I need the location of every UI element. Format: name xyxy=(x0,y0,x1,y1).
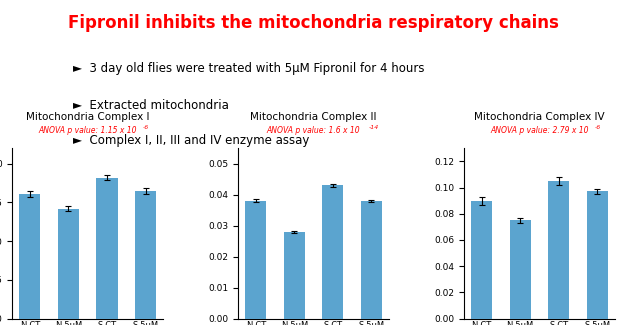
Bar xyxy=(245,201,266,318)
Bar xyxy=(58,209,79,318)
Bar xyxy=(510,220,531,318)
Text: ►  3 day old flies were treated with 5μM Fipronil for 4 hours: ► 3 day old flies were treated with 5μM … xyxy=(73,62,424,75)
Title: Mitochondria Complex II: Mitochondria Complex II xyxy=(250,112,377,123)
Bar xyxy=(471,201,492,318)
Bar xyxy=(284,232,305,318)
Text: ANOVA p value: 2.79 x 10: ANOVA p value: 2.79 x 10 xyxy=(490,126,589,135)
Text: ANOVA p value: 1.6 x 10: ANOVA p value: 1.6 x 10 xyxy=(267,126,360,135)
Bar xyxy=(548,181,569,318)
Text: ANOVA p value: 1.15 x 10: ANOVA p value: 1.15 x 10 xyxy=(39,126,137,135)
Bar xyxy=(587,191,608,318)
Bar xyxy=(96,178,117,318)
Title: Mitochondria Complex IV: Mitochondria Complex IV xyxy=(474,112,605,123)
Bar xyxy=(19,194,40,318)
Text: ►  Complex I, II, III and IV enzyme assay: ► Complex I, II, III and IV enzyme assay xyxy=(73,134,309,147)
Text: -14: -14 xyxy=(369,125,379,130)
Text: -6: -6 xyxy=(143,125,149,130)
Title: Mitochondria Complex I: Mitochondria Complex I xyxy=(26,112,150,123)
Text: -6: -6 xyxy=(594,125,601,130)
Bar xyxy=(361,201,382,318)
Text: ►  Extracted mitochondria: ► Extracted mitochondria xyxy=(73,99,229,112)
Bar xyxy=(135,191,156,318)
Bar xyxy=(322,185,343,318)
Text: Fipronil inhibits the mitochondria respiratory chains: Fipronil inhibits the mitochondria respi… xyxy=(68,14,559,32)
